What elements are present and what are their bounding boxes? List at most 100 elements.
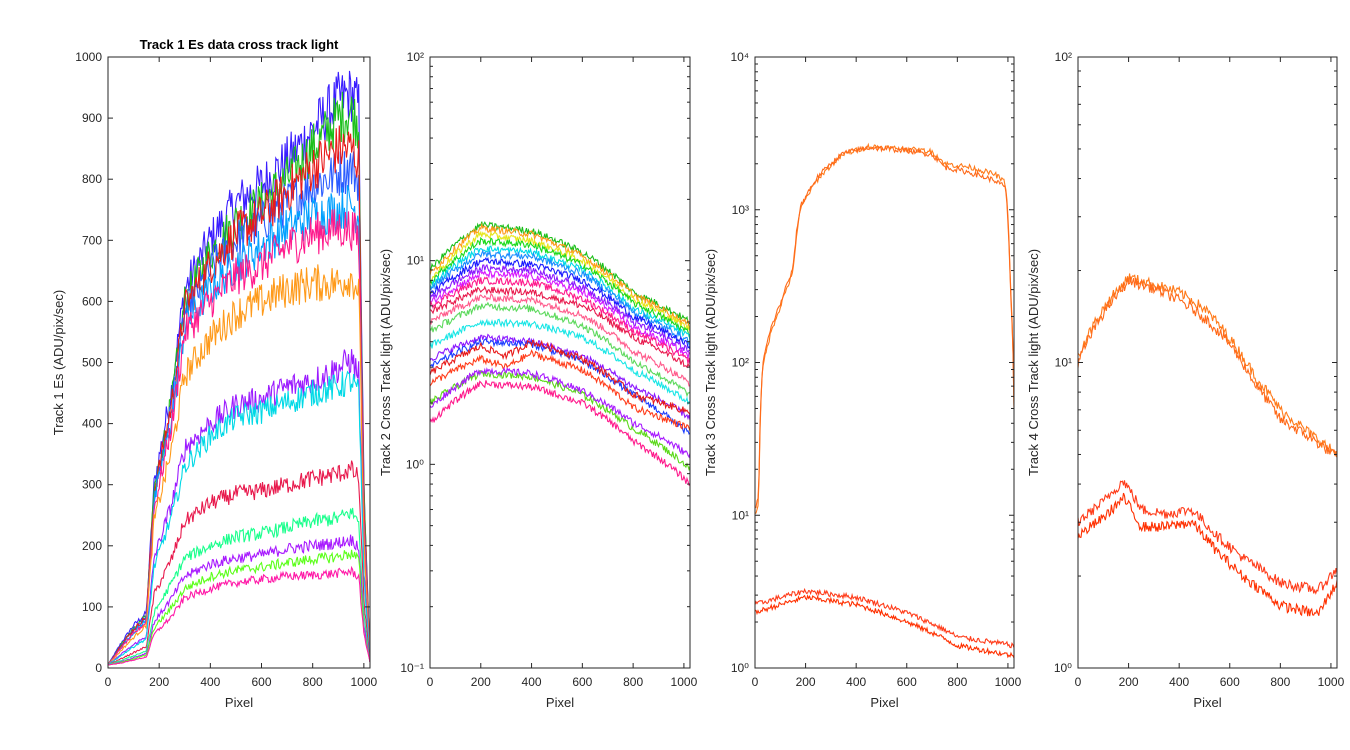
y-tick-label: 10²	[732, 356, 749, 370]
x-tick-label: 600	[252, 675, 272, 689]
y-tick-label: 700	[82, 233, 102, 247]
series-line-1	[755, 142, 1014, 515]
series-group	[1078, 273, 1337, 617]
series-line-19	[430, 369, 690, 472]
plot-frame	[429, 56, 691, 669]
series-line-7	[108, 264, 370, 666]
x-tick-label: 400	[522, 675, 542, 689]
x-tick-label: 1000	[671, 675, 698, 689]
series-line-10	[430, 276, 690, 365]
x-tick-label: 200	[796, 675, 816, 689]
series-line-12	[430, 294, 690, 387]
series-line-11	[108, 507, 370, 666]
chart-title: Track 1 Es data cross track light	[140, 37, 339, 52]
series-line-3	[430, 230, 690, 332]
y-tick-label: 10³	[732, 203, 749, 217]
x-tick-label: 400	[846, 675, 866, 689]
series-line-7	[430, 256, 690, 350]
x-axis-label: Pixel	[1193, 695, 1221, 710]
series-line-10	[108, 460, 370, 666]
x-tick-label: 200	[471, 675, 491, 689]
x-tick-label: 600	[897, 675, 917, 689]
x-tick-label: 0	[1075, 675, 1082, 689]
y-axis-label: Track 2 Cross Track light (ADU/pix/sec)	[378, 249, 393, 476]
y-tick-label: 100	[82, 600, 102, 614]
x-tick-label: 400	[200, 675, 220, 689]
series-line-4	[108, 125, 370, 666]
x-tick-label: 800	[623, 675, 643, 689]
y-tick-label: 500	[82, 356, 102, 370]
series-line-12	[108, 534, 370, 666]
x-tick-label: 200	[149, 675, 169, 689]
y-axis-label: Track 4 Cross Track light (ADU/pix/sec)	[1026, 249, 1041, 476]
y-tick-label: 400	[82, 417, 102, 431]
x-tick-label: 800	[947, 675, 967, 689]
y-tick-label: 10¹	[732, 508, 749, 522]
series-group	[755, 142, 1014, 659]
series-line-20	[430, 366, 690, 459]
y-tick-label: 10¹	[1055, 356, 1072, 370]
series-line-3	[755, 587, 1014, 649]
x-tick-label: 1000	[1318, 675, 1345, 689]
series-line-3	[1078, 480, 1337, 595]
y-axis-label: Track 1 Es (ADU/pix/sec)	[51, 290, 66, 435]
series-line-15	[430, 333, 690, 421]
y-tick-label: 1000	[75, 50, 102, 64]
series-line-2	[755, 145, 1014, 509]
series-line-9	[430, 270, 690, 359]
series-line-2	[1078, 276, 1337, 458]
chart-panel-4: 0 200 400 600 800 1000 10⁰ 10¹ 10² Pixel Track 4 C…	[1026, 50, 1345, 710]
series-line-4	[755, 594, 1014, 659]
chart-panel-1: 0 200 400 600 800 1000 0 100 200 300 400 500 600 700 8…	[51, 37, 378, 710]
x-tick-label: 1000	[995, 675, 1022, 689]
series-line-5	[430, 245, 690, 341]
series-line-14	[430, 318, 690, 406]
y-tick-label: 10⁻¹	[400, 661, 424, 675]
y-tick-label: 10⁰	[1054, 661, 1072, 675]
x-tick-label: 1000	[351, 675, 378, 689]
y-tick-label: 10¹	[407, 254, 424, 268]
series-line-6	[108, 209, 370, 666]
x-tick-label: 600	[1220, 675, 1240, 689]
x-tick-label: 800	[303, 675, 323, 689]
y-axis-label: Track 3 Cross Track light (ADU/pix/sec)	[703, 249, 718, 476]
series-group	[430, 221, 690, 486]
series-line-2	[430, 222, 690, 329]
y-tick-label: 900	[82, 111, 102, 125]
y-tick-label: 800	[82, 172, 102, 186]
plot-frame	[1077, 56, 1338, 669]
series-group	[108, 70, 370, 666]
y-tick-label: 200	[82, 539, 102, 553]
y-tick-label: 10⁴	[730, 50, 749, 64]
series-line-14	[108, 565, 370, 666]
x-axis-label: Pixel	[546, 695, 574, 710]
x-axis-label: Pixel	[225, 695, 253, 710]
x-tick-label: 0	[752, 675, 759, 689]
series-line-17	[430, 339, 690, 416]
chart-panel-2: 0 200 400 600 800 1000 10⁻¹ 10⁰ 10¹ 10² Pixel Track…	[378, 50, 698, 710]
y-tick-label: 0	[95, 661, 102, 675]
y-tick-label: 300	[82, 478, 102, 492]
x-tick-label: 0	[105, 675, 112, 689]
series-line-11	[430, 285, 690, 369]
y-tick-label: 600	[82, 294, 102, 308]
x-tick-label: 400	[1169, 675, 1189, 689]
series-line-18	[430, 349, 690, 432]
series-line-1	[1078, 273, 1337, 457]
y-tick-label: 10²	[1055, 50, 1072, 64]
series-line-21	[430, 380, 690, 486]
y-tick-label: 10⁰	[406, 457, 424, 471]
y-tick-label: 10²	[407, 50, 424, 64]
series-line-9	[108, 370, 370, 666]
chart-panel-3: 0 200 400 600 800 1000 10⁰ 10¹ 10² 10³ 10⁴ Pixel Tra…	[703, 50, 1022, 710]
series-line-4	[430, 236, 690, 338]
x-tick-label: 200	[1119, 675, 1139, 689]
series-line-6	[430, 249, 690, 347]
y-tick-label: 10⁰	[731, 661, 749, 675]
x-tick-label: 600	[572, 675, 592, 689]
x-tick-label: 800	[1270, 675, 1290, 689]
x-tick-label: 0	[427, 675, 434, 689]
series-line-4	[1078, 492, 1337, 617]
series-line-13	[430, 301, 690, 398]
